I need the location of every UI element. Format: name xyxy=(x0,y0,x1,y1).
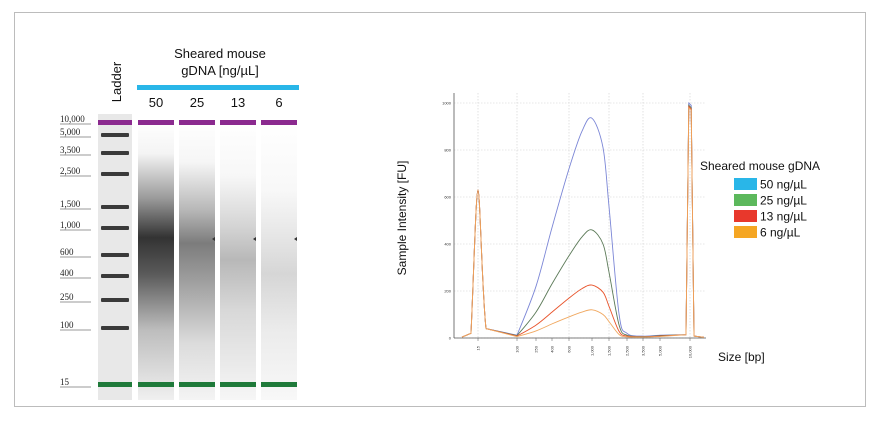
lower-marker-band xyxy=(220,382,256,387)
x-tick-label: 600 xyxy=(567,345,572,352)
lane-label: 6 xyxy=(275,95,282,110)
x-tick-label: 5,000 xyxy=(658,345,663,356)
series-line xyxy=(461,106,705,338)
lower-marker-band xyxy=(138,382,174,387)
ladder-size-label: 3,500 xyxy=(60,145,81,155)
gel-image-panel: Ladder Sheared mouse gDNA [ng/µL] 50 25 13… xyxy=(60,46,299,400)
x-tick-label: 250 xyxy=(534,345,539,352)
ladder-band xyxy=(101,172,129,176)
y-tick-labels: 1000 800 600 400 200 0 xyxy=(442,101,452,341)
upper-marker-band xyxy=(220,120,256,125)
y-tick-label: 0 xyxy=(449,336,452,341)
upper-marker-band xyxy=(138,120,174,125)
ladder-size-label: 100 xyxy=(60,320,74,330)
y-tick-label: 600 xyxy=(444,195,451,200)
ladder-size-label: 2,500 xyxy=(60,166,81,176)
lane-label: 25 xyxy=(190,95,204,110)
ladder-band xyxy=(101,151,129,155)
y-tick-label: 400 xyxy=(444,242,451,247)
sample-lane xyxy=(261,120,297,400)
ladder-size-label: 1,500 xyxy=(60,199,81,209)
x-tick-labels: 15 100 250 400 600 1,000 1,500 2,500 3,500 5,000 1… xyxy=(476,338,693,358)
x-tick-label: 10,000 xyxy=(688,345,693,358)
lower-marker-band xyxy=(261,382,297,387)
sample-group-label-line-2: gDNA [ng/µL] xyxy=(181,63,259,78)
lane-peak-marker xyxy=(212,237,215,241)
ladder-label: Ladder xyxy=(109,61,124,102)
ladder-band xyxy=(101,226,129,230)
legend-swatch xyxy=(734,194,757,206)
ladder-size-label: 600 xyxy=(60,247,74,257)
x-tick-label: 1,000 xyxy=(590,345,595,356)
plot-area xyxy=(454,93,706,338)
legend-swatch xyxy=(734,178,757,190)
lane-label: 50 xyxy=(149,95,163,110)
legend-title: Sheared mouse gDNA xyxy=(700,159,820,173)
y-tick-label: 800 xyxy=(444,148,451,153)
x-tick-label: 3,500 xyxy=(641,345,646,356)
ladder-band xyxy=(101,253,129,257)
lane-peak-marker xyxy=(294,237,297,241)
lower-marker-band xyxy=(179,382,215,387)
x-tick-label: 2,500 xyxy=(625,345,630,356)
ladder-band xyxy=(101,298,129,302)
upper-marker-band xyxy=(98,120,132,125)
ladder-size-label: 10,000 xyxy=(60,114,85,124)
legend-label: 6 ng/µL xyxy=(760,226,801,240)
ladder-size-labels: 10,000 5,000 3,500 2,500 1,500 1,000 600 400 250… xyxy=(60,114,91,388)
lane-label: 13 xyxy=(231,95,245,110)
electropherogram-plot: 1000 800 600 400 200 0 15 100 250 400 600 1,000 1,5… xyxy=(395,93,765,364)
ladder-band xyxy=(101,205,129,209)
sample-lane xyxy=(138,120,174,400)
legend-label: 25 ng/µL xyxy=(760,194,807,208)
sample-group-bar xyxy=(137,85,299,90)
legend-label: 13 ng/µL xyxy=(760,210,807,224)
ladder-size-label: 1,000 xyxy=(60,220,81,230)
legend-swatch xyxy=(734,210,757,222)
legend-swatch xyxy=(734,226,757,238)
x-axis-label: Size [bp] xyxy=(718,350,765,364)
ladder-band xyxy=(101,133,129,137)
sample-lane xyxy=(179,120,215,400)
series-lines xyxy=(461,101,705,338)
legend-label: 50 ng/µL xyxy=(760,178,807,192)
x-tick-label: 1,500 xyxy=(607,345,612,356)
gel-lanes xyxy=(98,114,297,400)
y-tick-label: 200 xyxy=(444,289,451,294)
ladder-size-label: 400 xyxy=(60,268,74,278)
ladder-size-label: 5,000 xyxy=(60,127,81,137)
ladder-band xyxy=(101,274,129,278)
legend-items: 50 ng/µL 25 ng/µL 13 ng/µL 6 ng/µL xyxy=(734,178,807,240)
ladder-size-label: 15 xyxy=(60,377,70,387)
x-tick-label: 400 xyxy=(550,345,555,352)
lower-marker-band xyxy=(98,382,132,387)
sample-lane xyxy=(220,120,256,400)
x-gridlines xyxy=(477,93,691,338)
y-axis-label: Sample Intensity [FU] xyxy=(395,161,409,276)
sample-group-label-line-1: Sheared mouse xyxy=(174,46,266,61)
legend: Sheared mouse gDNA 50 ng/µL 25 ng/µL 13 ng… xyxy=(700,159,820,240)
ladder-band xyxy=(101,326,129,330)
x-tick-label: 100 xyxy=(515,345,520,352)
upper-marker-band xyxy=(261,120,297,125)
x-tick-label: 15 xyxy=(476,345,481,350)
upper-marker-band xyxy=(179,120,215,125)
lane-peak-marker xyxy=(253,237,256,241)
lane-labels: 50 25 13 6 xyxy=(149,95,283,110)
y-tick-label: 1000 xyxy=(442,101,452,106)
lane-peak-marker xyxy=(171,237,174,241)
ladder-size-label: 250 xyxy=(60,292,74,302)
